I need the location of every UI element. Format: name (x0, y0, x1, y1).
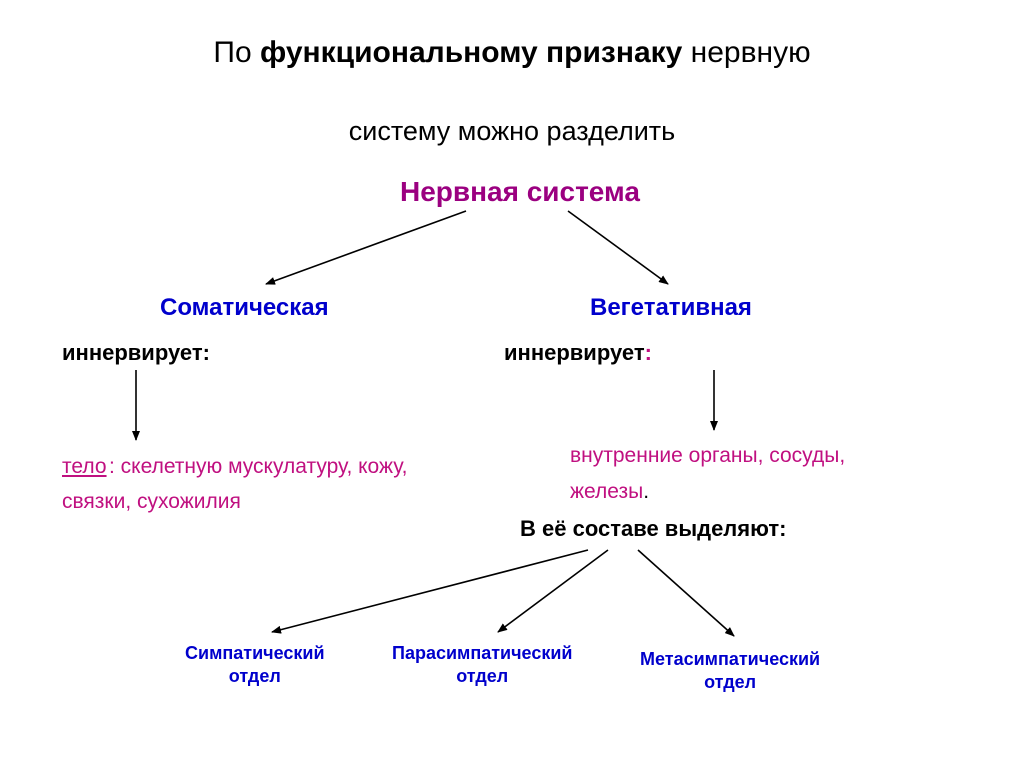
node-root-text: Нервная система (400, 176, 640, 207)
label-veg-desc-line2-text: железы (570, 480, 643, 503)
label-innervates-right-colon: : (645, 340, 652, 365)
label-veg-desc-line2: железы. (570, 480, 649, 504)
node-vegetative-text: Вегетативная (590, 294, 752, 321)
label-body-desc-post-text: : скелетную мускулатуру, кожу, (109, 455, 408, 478)
label-composition: В её составе выделяют: (520, 516, 786, 542)
label-innervates-right: иннервирует: (504, 340, 652, 366)
node-parasympathetic: Парасимпатическийотдел (392, 642, 572, 689)
node-somatic-text: Соматическая (160, 294, 329, 321)
label-body-desc-pre-text: тело (62, 455, 107, 478)
title-plain-post: нервную (682, 36, 810, 69)
label-body-desc-line2-text: связки, сухожилия (62, 490, 241, 513)
label-body-desc-line2: связки, сухожилия (62, 490, 241, 514)
label-veg-desc-line1-text: внутренние органы, сосуды, (570, 444, 845, 467)
page-title-line2: систему можно разделить (0, 116, 1024, 147)
label-veg-desc-line1: внутренние органы, сосуды, (570, 444, 845, 468)
label-body-desc-post: : скелетную мускулатуру, кожу, (109, 455, 408, 479)
page-title-line1: По функциональному признаку нервную (0, 36, 1024, 70)
label-body-desc-pre: тело (62, 455, 107, 479)
node-vegetative: Вегетативная (590, 294, 752, 322)
title-plain-pre: По (213, 36, 260, 69)
node-somatic: Соматическая (160, 294, 329, 322)
node-sympathetic: Симпатическийотдел (185, 642, 325, 689)
node-root: Нервная система (400, 176, 640, 208)
label-innervates-right-text: иннервирует (504, 340, 645, 365)
label-innervates-left-text: иннервирует: (62, 340, 210, 365)
title-line2-text: систему можно разделить (349, 116, 675, 146)
label-veg-desc-dot: . (643, 480, 649, 503)
label-innervates-left: иннервирует: (62, 340, 210, 366)
label-composition-text: В её составе выделяют: (520, 516, 786, 541)
node-metasympathetic: Метасимпатическийотдел (640, 648, 820, 695)
title-bold: функциональному признаку (260, 36, 682, 69)
